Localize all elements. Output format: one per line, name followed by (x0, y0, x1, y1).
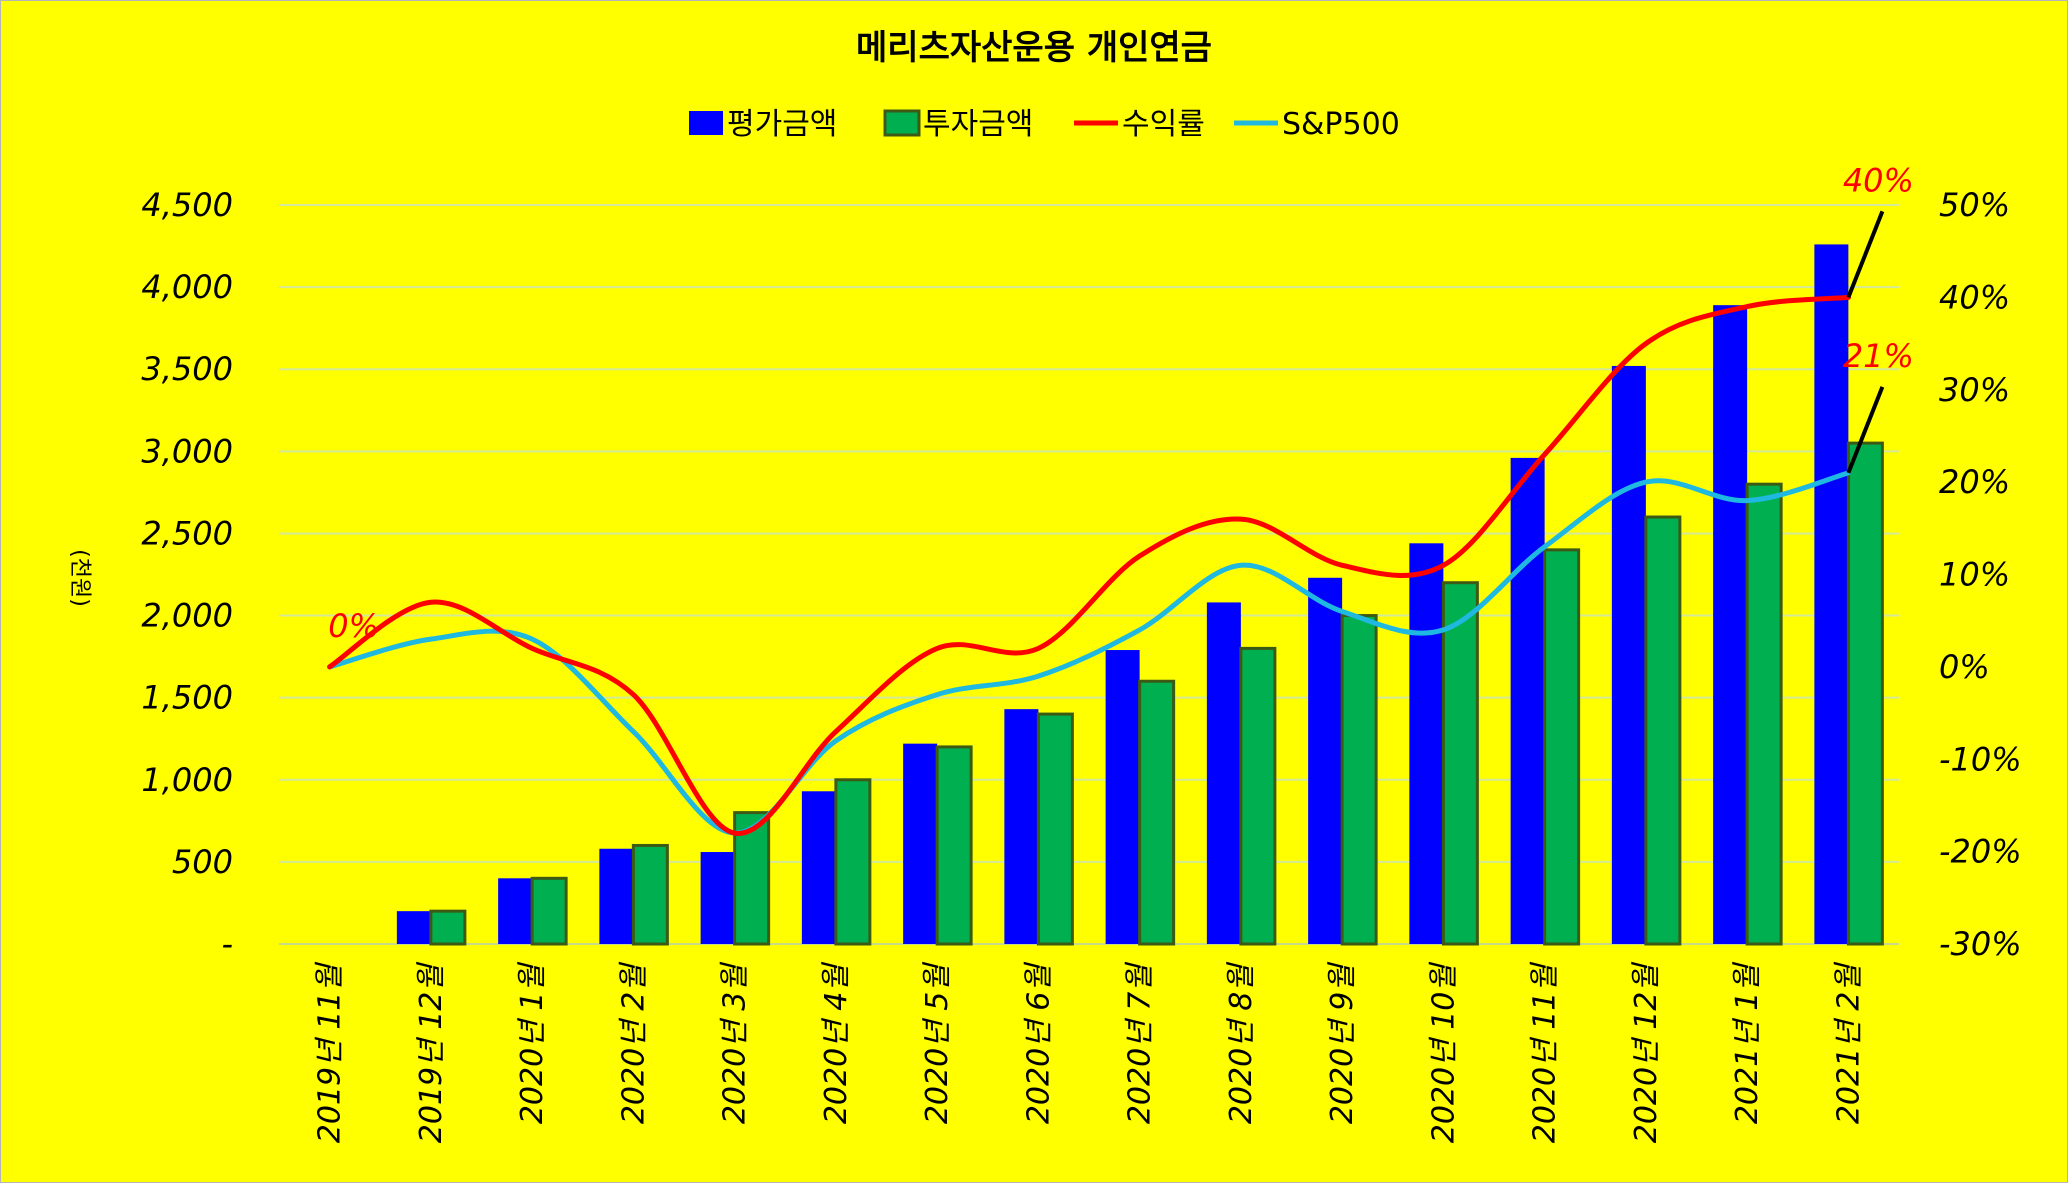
x-tick: 2020년 8월 (1224, 962, 1259, 1125)
bar-investment (1239, 646, 1277, 946)
bar-investment (1441, 581, 1479, 946)
bar-evaluation (801, 791, 836, 944)
x-tick: 2020년 3월 (718, 962, 753, 1125)
legend-label: 투자금액 (923, 107, 1033, 142)
bar-evaluation (1713, 305, 1748, 945)
x-tick: 2019년 12월 (414, 962, 449, 1144)
y-left-tick: 4,500 (141, 186, 233, 224)
bar-investment (1138, 679, 1176, 946)
y-right-tick: -10% (1939, 740, 2022, 778)
y-left-tick: - (221, 925, 233, 963)
bar-investment (1340, 614, 1378, 946)
line-return (327, 294, 1851, 836)
bar-evaluation (700, 852, 735, 944)
series-lines (327, 294, 1851, 836)
bar-evaluation (1308, 577, 1343, 944)
x-tick: 2020년 10월 (1426, 962, 1461, 1144)
x-tick: 2020년 11월 (1528, 962, 1563, 1144)
y-left-tick: 2,000 (141, 597, 233, 635)
y-right-tick: 40% (1939, 278, 2010, 316)
x-tick: 2020년 2월 (616, 962, 651, 1125)
legend-label: S&P500 (1282, 107, 1400, 142)
y-right-tick: 20% (1939, 463, 2010, 501)
bar-evaluation (1510, 457, 1545, 944)
y-left-tick: 1,000 (141, 761, 233, 799)
legend-swatch (689, 111, 723, 135)
x-tick: 2021년 1월 (1730, 962, 1765, 1125)
bar-investment (834, 778, 872, 946)
y-left-tick: 3,500 (141, 350, 233, 388)
chart-title: 메리츠자산운용 개인연금 (856, 28, 1212, 68)
x-tick: 2020년 7월 (1123, 962, 1158, 1125)
bar-evaluation (396, 911, 431, 944)
line-sp500 (327, 470, 1851, 836)
bar-investment (631, 843, 669, 946)
y-right-tick: 0% (1939, 648, 1990, 686)
legend-swatch (883, 109, 921, 137)
y-left-tick: 1,500 (141, 679, 233, 717)
x-tick: 2020년 4월 (819, 962, 854, 1125)
y-right-tick: 50% (1939, 186, 2010, 224)
bar-evaluation (599, 848, 634, 944)
bar-investment (429, 909, 467, 946)
y-left-tick: 4,000 (141, 268, 233, 306)
bar-evaluation (1004, 709, 1039, 944)
annotation-leader (1846, 386, 1885, 474)
x-tick: 2020년 5월 (920, 962, 955, 1125)
x-tick: 2019년 11월 (313, 962, 348, 1144)
bar-evaluation (498, 878, 533, 944)
bar-evaluation (1814, 244, 1849, 944)
bar-investment (530, 876, 568, 946)
y-right-tick: -20% (1939, 833, 2022, 871)
annotations: 0% 40% 21% (328, 161, 1914, 645)
axis-ticks: - 500 1,000 1,500 2,000 2,500 3,000 3,500 4,000 4… (141, 186, 2021, 1143)
bar-investment (1543, 548, 1581, 946)
bar-evaluation (1611, 365, 1646, 945)
bar-evaluation (1206, 602, 1241, 944)
annotation-label: 21% (1843, 337, 1914, 375)
bar-evaluation (1409, 543, 1444, 944)
legend: 평가금액 투자금액 수익률 S&P500 (689, 107, 1400, 142)
bar-investment (935, 745, 973, 946)
y-right-tick: 10% (1939, 556, 2010, 594)
x-tick: 2020년 1월 (515, 962, 550, 1125)
x-tick: 2020년 12월 (1629, 962, 1664, 1144)
bars (396, 244, 1884, 946)
annotation-leader (1846, 210, 1885, 299)
x-tick: 2020년 6월 (1021, 962, 1056, 1125)
bar-evaluation (903, 743, 938, 944)
bar-investment (1036, 712, 1074, 946)
y-right-tick: -30% (1939, 925, 2022, 963)
y-right-tick: 30% (1939, 371, 2010, 409)
bar-investment (1846, 441, 1884, 946)
annotation-label: 40% (1843, 161, 1914, 199)
y-left-tick: 3,000 (141, 432, 233, 470)
bar-evaluation (1105, 650, 1140, 944)
bar-investment (1745, 482, 1783, 946)
x-tick: 2021년 2월 (1831, 962, 1866, 1125)
y-left-tick: 2,500 (141, 514, 233, 552)
legend-label: 평가금액 (727, 107, 837, 142)
bar-investment (1644, 515, 1682, 946)
x-tick: 2020년 9월 (1325, 962, 1360, 1125)
y-left-tick: 500 (172, 843, 233, 881)
y-axis-label: (천원) (67, 549, 92, 607)
legend-label: 수익률 (1122, 107, 1205, 142)
annotation-label: 0% (328, 607, 379, 645)
